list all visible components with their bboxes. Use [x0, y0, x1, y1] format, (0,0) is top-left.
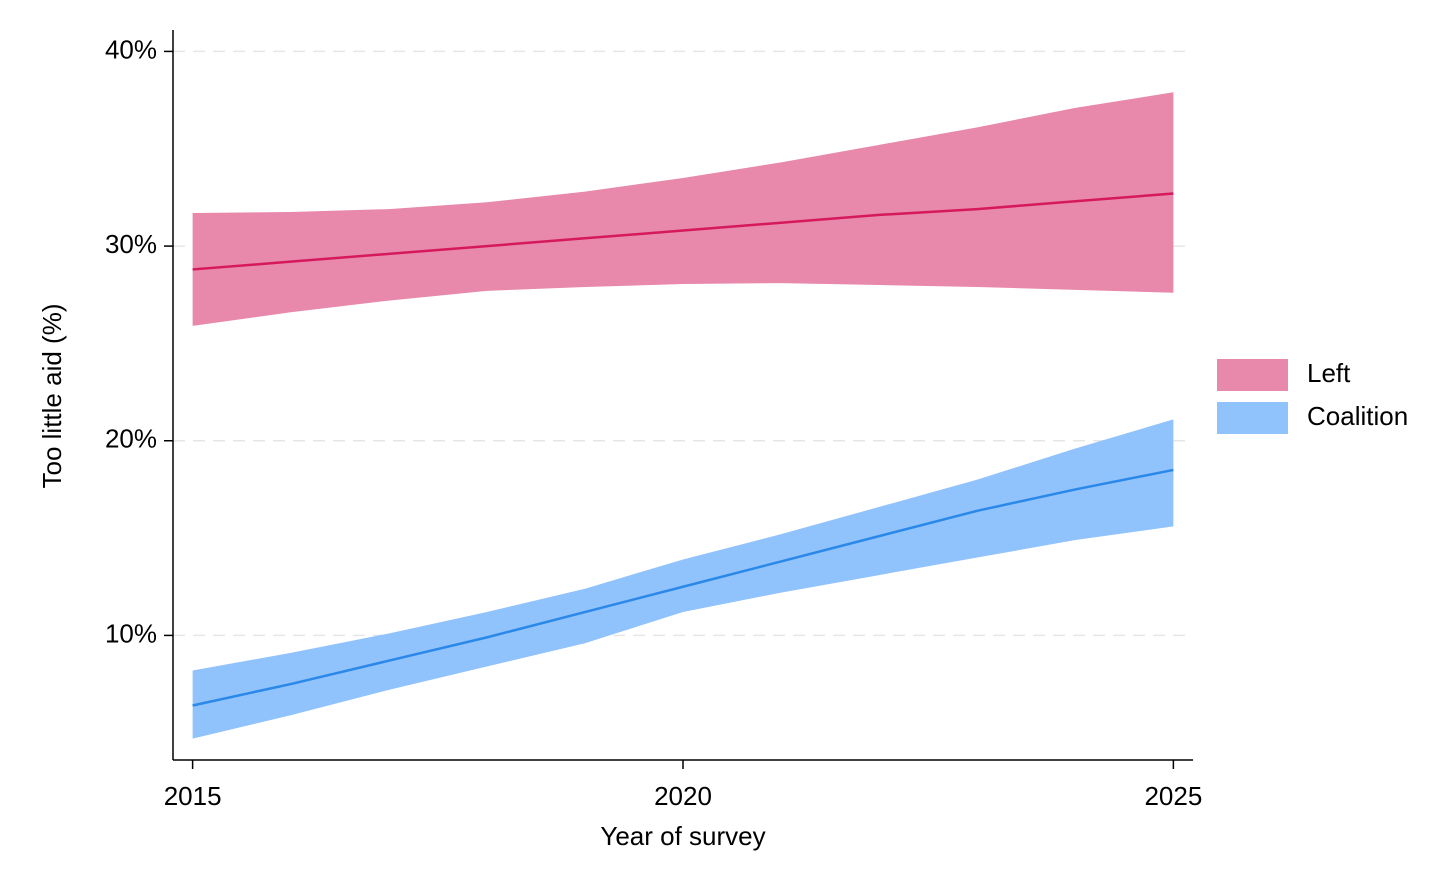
line: [192, 192, 1174, 271]
y-axis-label: Too little aid (%): [37, 304, 67, 489]
y-tick-label: 10%: [105, 618, 157, 648]
y-tick-label: 40%: [105, 34, 157, 64]
confidence-band: [192, 419, 1174, 739]
line: [192, 468, 1174, 707]
legend-label: Coalition: [1307, 401, 1408, 431]
x-axis-label: Year of survey: [600, 821, 765, 851]
legend-swatch: [1217, 359, 1288, 391]
confidence-band: [192, 92, 1174, 326]
x-tick-label: 2025: [1144, 781, 1202, 811]
y-tick-label: 30%: [105, 229, 157, 259]
x-tick-label: 2020: [654, 781, 712, 811]
legend-swatch: [1217, 402, 1288, 434]
legend-label: Left: [1307, 358, 1351, 388]
y-tick-label: 20%: [105, 424, 157, 454]
x-tick-label: 2015: [164, 781, 222, 811]
